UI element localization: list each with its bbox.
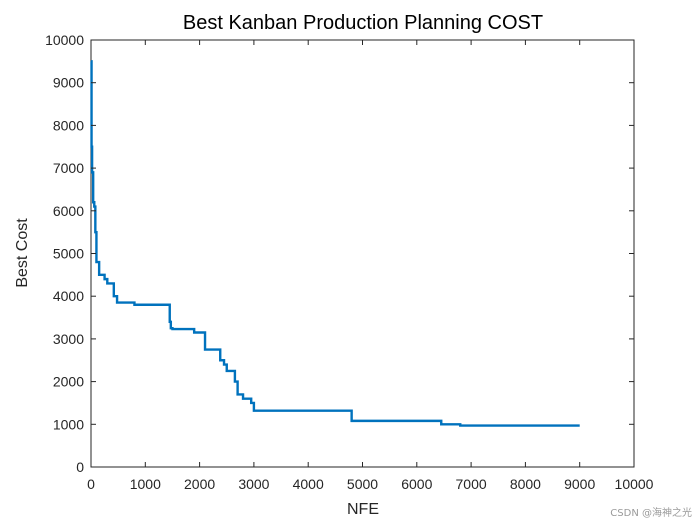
watermark: CSDN @海神之光 [610, 508, 692, 519]
y-axis: 0 1000 2000 3000 4000 5000 6000 7000 8000 9000 100… [45, 32, 634, 475]
x-tick-label: 5000 [347, 476, 378, 492]
x-tick-label: 8000 [510, 476, 541, 492]
x-tick-label: 10000 [615, 476, 654, 492]
series-line-best-cost [90, 60, 580, 427]
x-tick-label: 6000 [401, 476, 432, 492]
y-tick-label: 2000 [53, 374, 84, 390]
x-tick-label: 4000 [293, 476, 324, 492]
y-tick-label: 9000 [53, 75, 84, 91]
x-axis-title: NFE [347, 501, 379, 518]
x-tick-label: 2000 [184, 476, 215, 492]
x-tick-label: 3000 [238, 476, 269, 492]
x-tick-label: 7000 [456, 476, 487, 492]
x-axis: 0 1000 2000 3000 4000 5000 6000 7000 8000 9000 100… [87, 40, 654, 492]
y-tick-label: 4000 [53, 288, 84, 304]
y-tick-label: 0 [76, 459, 84, 475]
y-tick-label: 5000 [53, 246, 84, 262]
plot-frame [90, 39, 635, 468]
y-tick-label: 3000 [53, 331, 84, 347]
y-tick-label: 10000 [45, 32, 84, 48]
series-layer [90, 60, 580, 427]
y-tick-label: 6000 [53, 203, 84, 219]
y-axis-title: Best Cost [14, 218, 31, 288]
x-tick-label: 9000 [564, 476, 595, 492]
chart-title: Best Kanban Production Planning COST [183, 12, 543, 34]
y-tick-label: 7000 [53, 160, 84, 176]
y-tick-label: 8000 [53, 117, 84, 133]
x-tick-label: 0 [87, 476, 95, 492]
x-tick-label: 1000 [130, 476, 161, 492]
y-tick-label: 1000 [53, 416, 84, 432]
plot-area [90, 39, 635, 468]
